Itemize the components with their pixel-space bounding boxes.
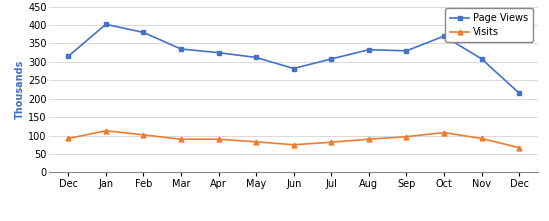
- Page Views: [328, 58, 334, 60]
- Page Views: [178, 48, 184, 50]
- Visits: [441, 131, 447, 134]
- Page Views: [215, 51, 222, 54]
- Y-axis label: Thousands: Thousands: [15, 60, 25, 119]
- Visits: [215, 138, 222, 141]
- Visits: [478, 137, 485, 140]
- Page Views: [253, 56, 260, 59]
- Visits: [403, 135, 410, 138]
- Page Views: [103, 23, 109, 26]
- Visits: [103, 130, 109, 132]
- Legend: Page Views, Visits: Page Views, Visits: [445, 8, 533, 42]
- Visits: [253, 141, 260, 143]
- Visits: [178, 138, 184, 141]
- Line: Page Views: Page Views: [66, 22, 522, 96]
- Page Views: [65, 55, 71, 58]
- Line: Visits: Visits: [66, 128, 522, 150]
- Visits: [290, 143, 297, 146]
- Page Views: [403, 50, 410, 52]
- Page Views: [290, 67, 297, 70]
- Visits: [516, 146, 523, 149]
- Page Views: [441, 35, 447, 37]
- Page Views: [478, 58, 485, 60]
- Visits: [366, 138, 372, 141]
- Visits: [65, 137, 71, 140]
- Visits: [328, 141, 334, 143]
- Page Views: [366, 48, 372, 51]
- Page Views: [516, 92, 523, 95]
- Page Views: [140, 31, 147, 34]
- Visits: [140, 133, 147, 136]
